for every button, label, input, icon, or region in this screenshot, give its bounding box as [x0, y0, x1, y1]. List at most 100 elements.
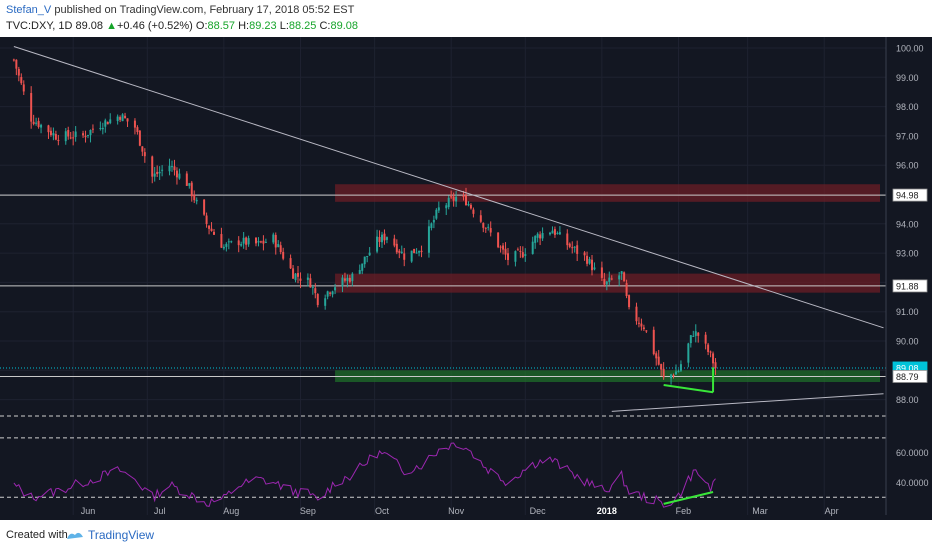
high-label: H: — [238, 20, 250, 32]
candle-body — [398, 250, 401, 253]
candle-body — [282, 251, 285, 259]
candle-body — [707, 344, 710, 352]
candle-body — [220, 234, 223, 248]
candle-body — [242, 237, 245, 244]
candle-body — [240, 244, 243, 246]
candle-body — [230, 241, 233, 243]
published-text: published on TradingView.com, February 1… — [54, 4, 355, 16]
candle-body — [222, 246, 225, 249]
candle-body — [504, 248, 507, 255]
up-arrow-icon: ▲ — [106, 20, 117, 32]
candle-body — [383, 233, 386, 241]
candle-body — [54, 134, 57, 140]
candle-body — [329, 292, 332, 294]
candle-body — [109, 119, 112, 124]
low-value: 88.25 — [288, 20, 317, 32]
time-tick-label: Sep — [300, 506, 316, 516]
candle-body — [299, 278, 302, 281]
candle-body — [361, 263, 364, 271]
candle-body — [549, 232, 551, 235]
candle-body — [101, 127, 104, 130]
candle-body — [472, 209, 475, 214]
candle-body — [376, 236, 379, 252]
candle-body — [573, 246, 576, 248]
candle-body — [689, 335, 692, 344]
candle-body — [227, 241, 230, 243]
candle-body — [168, 165, 171, 172]
candle-body — [289, 258, 292, 269]
candle-body — [628, 295, 631, 308]
candle-body — [403, 253, 406, 260]
candle-body — [247, 238, 250, 245]
candle-body — [600, 267, 603, 278]
candle-body — [487, 226, 490, 228]
chart-canvas[interactable]: 100.0099.0098.0097.0096.0095.0094.0093.0… — [0, 37, 932, 520]
candle-body — [571, 247, 574, 249]
candle-body — [519, 250, 522, 252]
tradingview-brand-link[interactable]: TradingView — [88, 528, 155, 542]
rsi-line — [13, 442, 716, 508]
open-label: O: — [195, 20, 208, 32]
time-tick-label: Dec — [530, 506, 547, 516]
candle-body — [314, 288, 317, 294]
time-tick-label: 2018 — [597, 506, 617, 516]
candle-body — [153, 173, 156, 177]
price-tick-label: 90.00 — [896, 337, 919, 347]
candle-body — [432, 219, 435, 223]
price-axis[interactable]: 100.0099.0098.0097.0096.0095.0094.0093.0… — [885, 37, 929, 515]
candle-body — [190, 182, 193, 197]
candle-body — [670, 374, 673, 379]
candle-body — [568, 243, 571, 247]
candle-body — [49, 130, 52, 136]
low-label: L: — [279, 20, 289, 32]
chart-header: Stefan_V published on TradingView.com, F… — [0, 0, 932, 37]
author-link[interactable]: Stefan_V — [6, 4, 52, 16]
candle-body — [558, 232, 561, 235]
price-badge-label: 94.98 — [896, 191, 919, 201]
candle-body — [89, 129, 92, 136]
candle-body — [64, 131, 67, 142]
candle-body — [119, 117, 122, 120]
candle-body — [203, 199, 206, 215]
time-tick-label: Mar — [752, 506, 768, 516]
candle-body — [279, 245, 282, 253]
candle-body — [255, 237, 257, 244]
symbol-name[interactable]: TVC:DXY, 1D — [6, 20, 73, 32]
candle-body — [87, 134, 89, 136]
candle-body — [536, 233, 539, 238]
candle-body — [687, 343, 690, 363]
candle-body — [297, 273, 299, 277]
candle-body — [143, 152, 146, 157]
candle-body — [502, 245, 505, 250]
price-tick-label: 94.00 — [896, 219, 919, 229]
candle-body — [32, 121, 35, 124]
candle-body — [462, 195, 465, 197]
candle-body — [586, 255, 589, 264]
candle-body — [395, 243, 398, 253]
candle-body — [22, 84, 25, 92]
price-badge-88.79 — [892, 370, 928, 383]
candle-body — [175, 170, 178, 178]
candle-body — [623, 272, 626, 282]
candle-body — [316, 294, 319, 305]
rsi-divergence-line — [663, 491, 714, 505]
candle-body — [311, 286, 314, 288]
candle-body — [225, 243, 228, 247]
candle-body — [427, 226, 430, 253]
candle-body — [435, 209, 438, 219]
candle-body — [106, 121, 109, 125]
candle-body — [124, 115, 127, 119]
candle-body — [52, 133, 55, 136]
rsi-pane — [0, 415, 886, 508]
candle-body — [343, 278, 346, 281]
candle-body — [551, 230, 554, 234]
price-change: +0.46 (+0.52%) — [116, 20, 193, 32]
candle-body — [482, 222, 485, 228]
time-axis[interactable]: Jun Jul Aug Sep Oct Nov Dec 2018 Feb Mar Apr — [0, 506, 932, 520]
candle-body — [185, 173, 188, 186]
candle-body — [57, 139, 60, 141]
candle-body — [469, 204, 472, 209]
trendlines[interactable] — [13, 46, 884, 412]
last-price: 89.08 — [75, 20, 104, 32]
candle-body — [346, 277, 349, 281]
